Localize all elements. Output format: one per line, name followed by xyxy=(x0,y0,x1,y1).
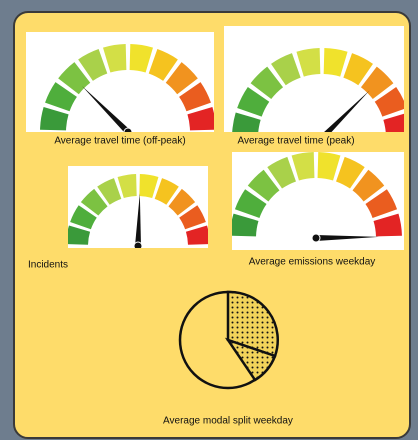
gauge-segment xyxy=(80,188,108,216)
gauge-segment xyxy=(352,169,385,202)
gauge-segment xyxy=(323,48,348,77)
gauge-segment xyxy=(78,49,108,81)
gauge-segment xyxy=(97,178,122,205)
gauge-segment xyxy=(139,174,159,199)
pie-icon xyxy=(178,290,280,390)
gauge-dial xyxy=(40,44,214,132)
gauge-segment xyxy=(148,49,178,81)
gauge-segment xyxy=(383,113,404,132)
gauge-segment xyxy=(267,156,296,189)
gauge-label: Average travel time (off-peak) xyxy=(54,136,185,147)
gauge-segment xyxy=(154,178,179,205)
gauge-segment xyxy=(68,225,91,245)
gauge-dial xyxy=(232,48,404,132)
gauge-segment xyxy=(373,213,402,237)
gauge-segment xyxy=(45,82,77,112)
gauge-segment xyxy=(365,189,398,218)
gauge-segment xyxy=(271,53,301,86)
gauge-segment xyxy=(336,156,365,189)
gauge-pivot xyxy=(123,127,133,132)
gauge xyxy=(224,26,404,132)
gauge-segment xyxy=(187,107,214,131)
gauge-segment xyxy=(317,152,341,181)
gauge-segment xyxy=(234,189,267,218)
gauge-segment xyxy=(237,87,270,117)
gauge xyxy=(26,32,214,132)
gauge-segment xyxy=(291,152,315,181)
gauge-segment xyxy=(179,205,206,230)
gauge-segment xyxy=(296,48,321,77)
gauge-segment xyxy=(168,188,196,216)
gauge-needle xyxy=(324,90,370,132)
gauge-segment xyxy=(250,66,284,100)
gauge-dial xyxy=(68,174,208,248)
gauge-segment xyxy=(232,112,261,132)
gauge-needle xyxy=(135,193,141,247)
gauge-segment xyxy=(343,53,373,86)
gauge-needle xyxy=(81,85,131,132)
gauge-label: Average emissions weekday xyxy=(249,257,376,268)
gauge-pivot xyxy=(311,233,321,243)
gauge-segment xyxy=(117,174,137,199)
gauge-segment xyxy=(165,62,198,95)
gauge-segment xyxy=(103,44,127,73)
gauge-segment xyxy=(232,213,259,237)
gauge-segment xyxy=(129,44,153,73)
gauge xyxy=(68,166,208,248)
pie-label: Average modal split weekday xyxy=(163,416,293,427)
gauge-label: Average travel time (peak) xyxy=(237,136,354,147)
gauge-segment xyxy=(374,87,404,117)
gauge-segment xyxy=(185,225,208,245)
gauge-needle xyxy=(315,235,379,241)
gauge-segment xyxy=(179,82,211,112)
gauge xyxy=(232,152,404,250)
gauge-segment xyxy=(70,205,97,230)
gauge-pivot xyxy=(133,241,143,248)
gauge-dial xyxy=(232,152,402,243)
gauge-label: Incidents xyxy=(28,260,68,271)
gauge-segment xyxy=(40,107,69,131)
gauge-segment xyxy=(247,169,280,202)
